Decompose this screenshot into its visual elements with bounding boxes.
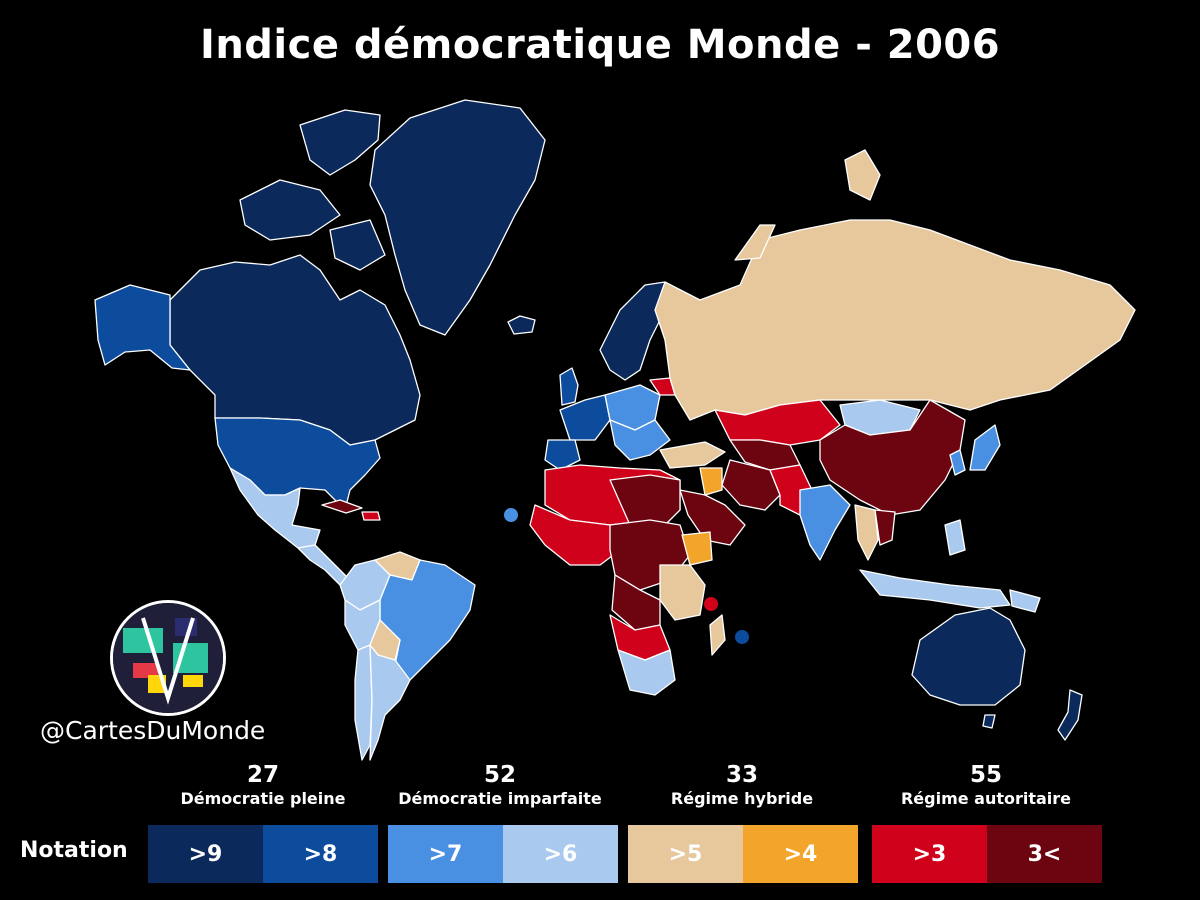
region-uk	[559, 367, 579, 406]
region-myanmar-thailand	[854, 504, 879, 561]
region-saudi	[679, 489, 746, 546]
legend-swatch-gt3: >3	[872, 825, 987, 883]
legend-category-full: 27 Démocratie pleine	[143, 762, 383, 810]
region-iberia	[544, 439, 581, 471]
region-madagascar	[709, 614, 726, 656]
region-russia-novaya	[734, 224, 776, 261]
legend-category-authoritarian: 55 Régime autoritaire	[866, 762, 1106, 810]
region-chile	[354, 644, 373, 761]
region-ethiopia	[681, 531, 713, 566]
region-italy-balkans	[609, 419, 671, 461]
region-southern-africa	[617, 649, 676, 696]
region-russia	[654, 219, 1136, 421]
region-east-africa	[659, 564, 706, 621]
category-count: 27	[246, 762, 279, 788]
notation-label: Notation	[20, 838, 128, 863]
legend-category-flawed: 52 Démocratie imparfaite	[380, 762, 620, 810]
legend-swatch-gt7: >7	[388, 825, 503, 883]
category-label: Régime hybride	[670, 789, 814, 808]
marker-mauritius	[735, 630, 749, 644]
legend-swatch-gt5: >5	[628, 825, 743, 883]
region-iraq	[699, 467, 723, 496]
region-alaska	[94, 284, 191, 371]
region-indochina	[874, 509, 896, 546]
category-count: 33	[725, 762, 758, 788]
region-png	[1009, 589, 1041, 613]
cartes-du-monde-logo	[110, 600, 226, 716]
region-malaysia-indonesia	[859, 569, 1011, 609]
region-new-zealand	[1057, 689, 1083, 741]
region-canada	[169, 254, 421, 446]
region-korea	[949, 449, 966, 476]
legend-swatch-lt3: 3<	[987, 825, 1102, 883]
region-hispaniola	[361, 511, 381, 521]
region-scandinavia	[599, 281, 666, 381]
page-title: Indice démocratique Monde - 2006	[199, 22, 1001, 68]
marker-cape-verde	[504, 508, 518, 522]
region-greenland	[369, 99, 546, 336]
category-count: 55	[969, 762, 1002, 788]
region-japan	[969, 424, 1001, 471]
region-canada-islands-3	[329, 219, 386, 271]
region-iceland	[507, 315, 536, 335]
legend-swatch-gt9: >9	[148, 825, 263, 883]
category-label: Régime autoritaire	[900, 789, 1072, 808]
legend-category-hybrid: 33 Régime hybride	[622, 762, 862, 810]
region-cuba	[321, 499, 363, 514]
marker-comoros	[704, 597, 718, 611]
region-india	[799, 484, 851, 561]
legend-swatch-gt6: >6	[503, 825, 618, 883]
region-russia-north-island	[844, 149, 881, 201]
legend-swatch-gt4: >4	[743, 825, 858, 883]
region-turkey	[659, 441, 726, 469]
category-count: 52	[483, 762, 516, 788]
region-west-africa	[529, 504, 621, 566]
region-central-america	[297, 544, 351, 586]
region-philippines	[944, 519, 966, 556]
author-handle: @CartesDuMonde	[40, 716, 266, 745]
region-canada-islands-2	[239, 179, 341, 241]
region-mexico	[229, 467, 321, 549]
legend-swatch-gt8: >8	[263, 825, 378, 883]
region-tasmania	[982, 714, 996, 729]
category-label: Démocratie imparfaite	[398, 789, 602, 808]
region-argentina	[369, 644, 411, 761]
region-canada-islands	[299, 109, 381, 176]
region-australia	[911, 607, 1026, 706]
category-label: Démocratie pleine	[180, 789, 346, 808]
